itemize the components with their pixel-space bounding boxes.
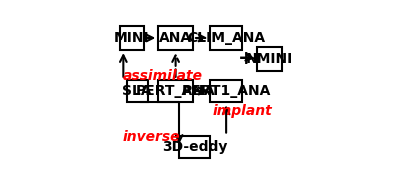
Text: assimilate: assimilate — [122, 69, 202, 83]
Text: PERT1_ANA: PERT1_ANA — [182, 84, 271, 98]
FancyBboxPatch shape — [258, 47, 282, 71]
Text: MINI: MINI — [114, 31, 150, 45]
FancyBboxPatch shape — [179, 136, 210, 158]
FancyBboxPatch shape — [158, 80, 193, 102]
FancyBboxPatch shape — [158, 26, 193, 50]
Text: implant: implant — [213, 104, 273, 118]
FancyBboxPatch shape — [210, 80, 242, 102]
Text: CLIM_ANA: CLIM_ANA — [187, 31, 265, 45]
FancyBboxPatch shape — [127, 80, 148, 102]
FancyBboxPatch shape — [120, 26, 144, 50]
Text: SLA: SLA — [122, 84, 152, 98]
Text: inverse: inverse — [122, 130, 180, 144]
Text: 3D-eddy: 3D-eddy — [162, 140, 228, 154]
Text: NMINI: NMINI — [246, 52, 293, 66]
Text: +: + — [238, 48, 254, 67]
FancyBboxPatch shape — [210, 26, 242, 50]
Text: PERT_ANA: PERT_ANA — [136, 84, 216, 98]
Text: ANA: ANA — [159, 31, 192, 45]
